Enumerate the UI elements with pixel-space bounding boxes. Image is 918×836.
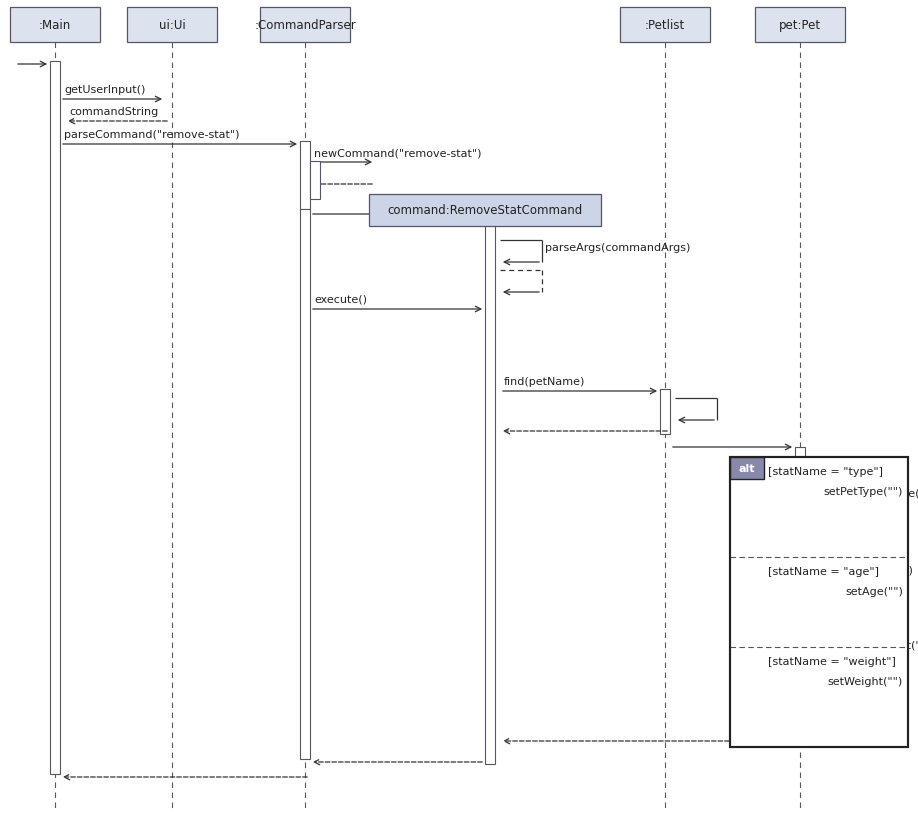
Text: setWeight(""): setWeight("") [828, 676, 903, 686]
Bar [795, 447, 805, 744]
Text: command:RemoveStatCommand: command:RemoveStatCommand [387, 204, 583, 217]
Bar [730, 457, 764, 479]
Text: setAge(""): setAge("") [855, 565, 912, 575]
Text: :CommandParser: :CommandParser [254, 19, 356, 32]
Text: :Main: :Main [39, 19, 71, 32]
Text: [statName = "type"]: [statName = "type"] [768, 466, 883, 477]
Text: setAge(""): setAge("") [845, 586, 903, 596]
Bar [300, 210, 310, 759]
Bar [730, 457, 908, 747]
Bar [730, 457, 908, 747]
Bar [755, 8, 845, 43]
Bar [300, 142, 310, 210]
Text: [statName = "age"]: [statName = "age"] [768, 566, 879, 576]
Bar [127, 8, 217, 43]
Bar [10, 8, 100, 43]
Text: setPetType(""): setPetType("") [823, 487, 903, 497]
Text: commandString: commandString [69, 107, 158, 117]
Text: ui:Ui: ui:Ui [159, 19, 185, 32]
Bar [660, 390, 670, 435]
Bar [260, 8, 350, 43]
Text: getUserInput(): getUserInput() [64, 85, 145, 95]
FancyBboxPatch shape [369, 195, 601, 227]
Text: setPetType(""): setPetType("") [855, 488, 918, 498]
Text: execute(): execute() [314, 294, 367, 304]
Text: parseCommand("remove-stat"): parseCommand("remove-stat") [64, 130, 240, 140]
Bar [485, 215, 495, 764]
Text: find(petName): find(petName) [504, 376, 586, 386]
Text: [statName = "weight"]: [statName = "weight"] [768, 656, 896, 666]
Text: :Petlist: :Petlist [644, 19, 685, 32]
Bar [50, 62, 60, 774]
Bar [310, 162, 320, 200]
Text: pet:Pet: pet:Pet [779, 19, 821, 32]
Text: setWeight(""): setWeight("") [855, 640, 918, 650]
Text: alt: alt [739, 463, 756, 473]
Text: parseArgs(commandArgs): parseArgs(commandArgs) [545, 242, 690, 252]
Text: newCommand("remove-stat"): newCommand("remove-stat") [314, 148, 482, 158]
Bar [620, 8, 710, 43]
